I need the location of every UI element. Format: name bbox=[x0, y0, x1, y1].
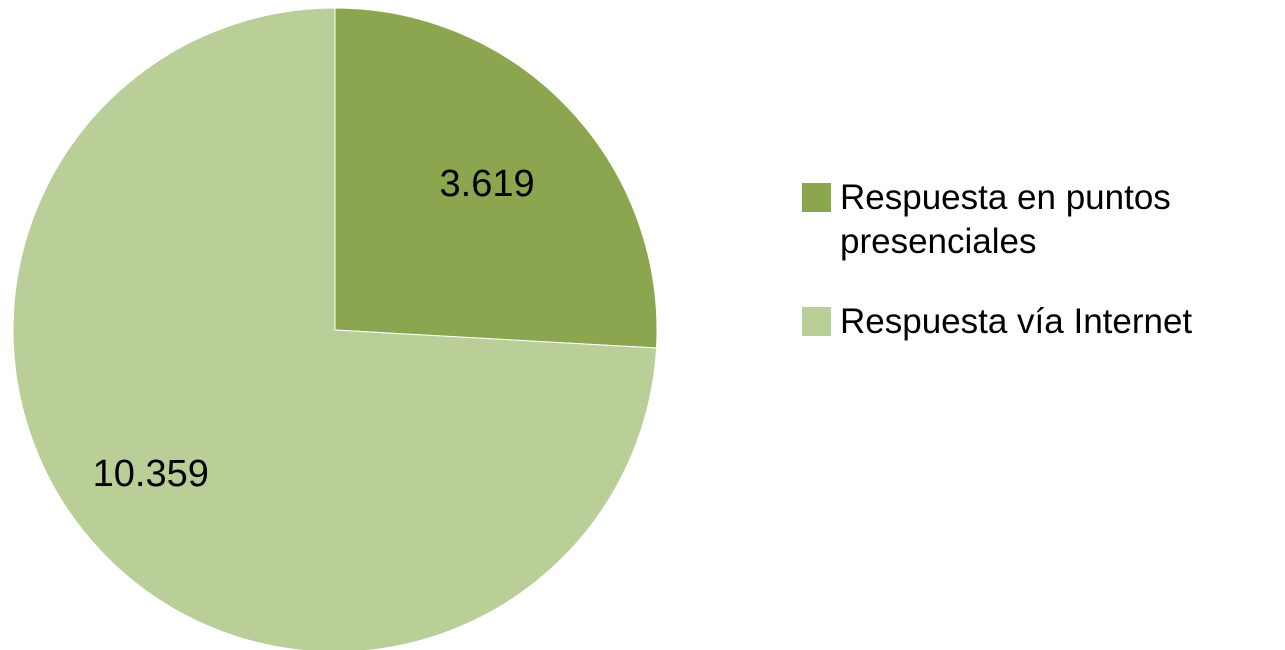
data-label-presenciales: 3.619 bbox=[440, 163, 535, 205]
pie-slice-internet bbox=[12, 7, 658, 650]
legend-item-internet: Respuesta vía Internet bbox=[802, 300, 1272, 344]
legend-label-internet: Respuesta vía Internet bbox=[840, 302, 1193, 341]
legend-swatch-internet bbox=[802, 307, 831, 336]
legend-swatch-presenciales bbox=[802, 183, 831, 212]
pie-slices bbox=[12, 7, 658, 650]
legend: Respuesta en puntos presenciales Respues… bbox=[802, 176, 1272, 344]
legend-item-presenciales: Respuesta en puntos presenciales bbox=[802, 176, 1272, 264]
data-label-internet: 10.359 bbox=[93, 453, 209, 495]
pie-slice-presenciales bbox=[334, 7, 658, 349]
pie-data-labels: 3.619 10.359 bbox=[93, 163, 535, 495]
legend-label-presenciales: Respuesta en puntos presenciales bbox=[840, 178, 1171, 261]
